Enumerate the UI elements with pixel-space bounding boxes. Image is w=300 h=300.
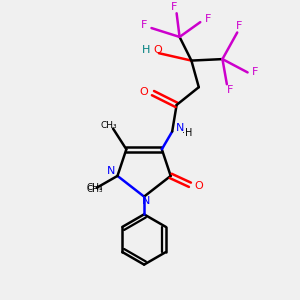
Text: F: F: [205, 14, 211, 24]
Text: O: O: [194, 181, 203, 191]
Text: O: O: [153, 45, 162, 55]
Text: CH₃: CH₃: [100, 121, 117, 130]
Text: F: F: [236, 21, 242, 31]
Text: O: O: [140, 87, 148, 97]
Text: H: H: [141, 45, 150, 55]
Text: N: N: [176, 123, 184, 133]
Text: N: N: [107, 167, 115, 176]
Text: N: N: [141, 196, 150, 206]
Text: ·H: ·H: [182, 128, 193, 138]
Text: F: F: [226, 85, 233, 95]
Text: CH₃: CH₃: [87, 183, 104, 192]
Text: F: F: [141, 20, 147, 30]
Text: F: F: [170, 2, 177, 12]
Text: CH₃: CH₃: [87, 185, 104, 194]
Text: F: F: [252, 68, 258, 77]
